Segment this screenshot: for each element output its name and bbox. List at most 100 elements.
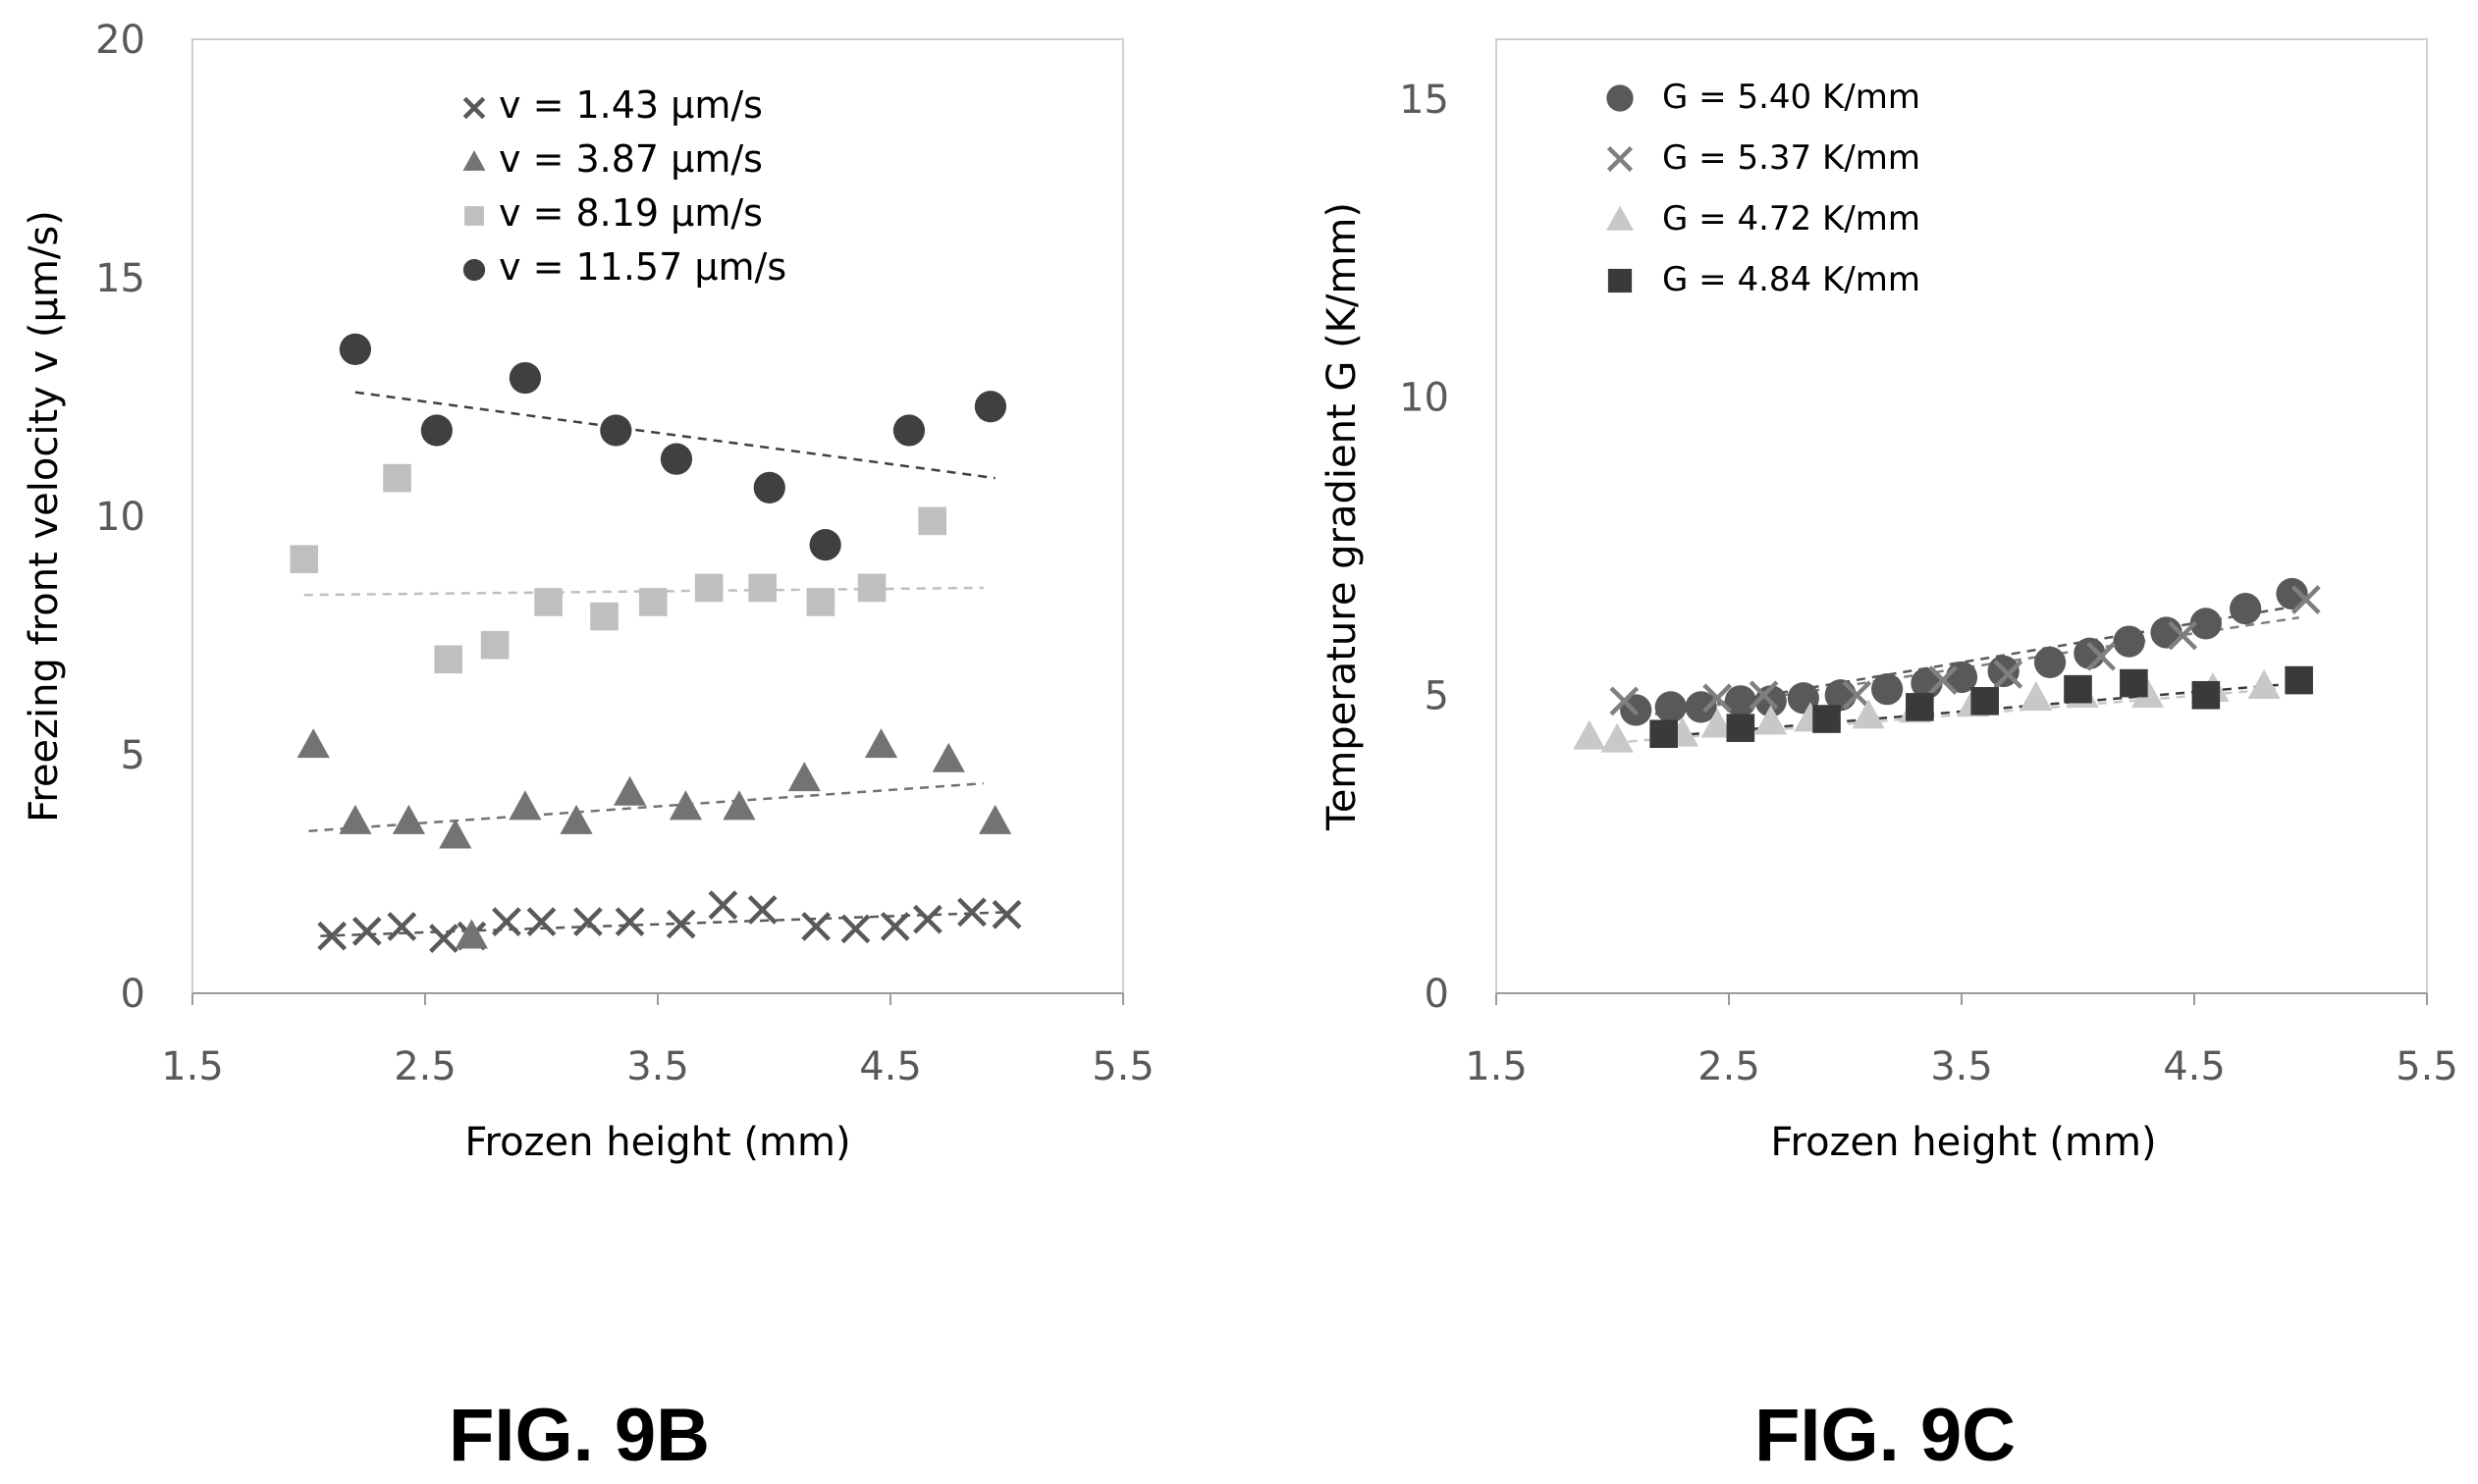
data-point-g-4-72-k-mm — [1700, 708, 1734, 738]
data-point-v-8-19-m-s — [383, 463, 411, 493]
data-point-v-3-87-m-s — [339, 804, 372, 834]
data-point-v-1-43-m-s — [801, 912, 832, 941]
data-point-g-5-37-k-mm — [2086, 641, 2117, 671]
y-tick-label: 15 — [95, 256, 145, 301]
data-point-v-1-43-m-s — [387, 912, 417, 941]
data-point-v-3-87-m-s — [509, 790, 542, 821]
x-tick-label: 2.5 — [394, 1044, 457, 1089]
x-tick-label: 4.5 — [859, 1044, 922, 1089]
x-axis-label: Frozen height (mm) — [464, 1120, 850, 1165]
data-point-g-4-84-k-mm — [2120, 668, 2148, 698]
data-points — [1573, 577, 2321, 753]
data-point-g-5-37-k-mm — [1993, 660, 2023, 689]
x-tick-label: 4.5 — [2163, 1044, 2226, 1089]
data-point-g-4-72-k-mm — [1754, 705, 1788, 735]
data-point-v-1-43-m-s — [492, 907, 521, 936]
y-axis-label: Temperature gradient G (K/mm) — [1320, 202, 1365, 831]
data-point-g-5-40-k-mm — [1871, 673, 1904, 706]
data-point-g-4-72-k-mm — [1852, 699, 1885, 729]
data-point-v-3-87-m-s — [560, 804, 593, 834]
legend: v = 1.43 μm/s v = 3.87 μm/s v = 8.19 μm/s v… — [462, 83, 786, 289]
data-point-v-3-87-m-s — [455, 919, 488, 949]
data-point-v-8-19-m-s — [857, 573, 887, 603]
legend-marker-v-3-87-m-s — [462, 150, 486, 171]
data-point-v-3-87-m-s — [296, 728, 330, 759]
data-point-g-5-40-k-mm — [1654, 691, 1687, 723]
x-tick-label: 3.5 — [1930, 1044, 1993, 1089]
data-point-v-11-57-m-s — [753, 471, 785, 504]
data-point-v-3-87-m-s — [979, 804, 1012, 834]
data-point-v-1-43-m-s — [317, 921, 348, 951]
x-tick-label: 3.5 — [626, 1044, 689, 1089]
data-point-g-5-40-k-mm — [2230, 593, 2262, 625]
trendline-v-3-87-m-s — [308, 781, 984, 833]
data-point-g-5-40-k-mm — [2113, 625, 2145, 658]
data-point-v-1-43-m-s — [957, 897, 987, 928]
plot-area-border — [191, 38, 1124, 994]
data-points — [290, 333, 1022, 953]
legend-marker-v-11-57-m-s — [462, 258, 486, 282]
data-point-v-3-87-m-s — [439, 819, 472, 849]
data-point-g-5-40-k-mm — [2276, 577, 2308, 610]
y-axis-ticks: 0 5 10 15 20 — [95, 18, 145, 1017]
data-point-g-5-37-k-mm — [2290, 585, 2321, 614]
data-point-v-1-43-m-s — [840, 914, 871, 944]
data-point-g-4-84-k-mm — [2064, 674, 2092, 704]
plot-area-border — [1495, 38, 2428, 994]
legend-entry-v-3-87-m-s: v = 3.87 μm/s — [499, 137, 763, 181]
data-point-v-3-87-m-s — [864, 728, 898, 759]
data-point-v-3-87-m-s — [787, 762, 821, 792]
legend-entry-v-1-43-m-s: v = 1.43 μm/s — [499, 83, 763, 127]
legend-entry-v-8-19-m-s: v = 8.19 μm/s — [499, 191, 763, 235]
y-tick-label: 5 — [121, 733, 145, 778]
x-tick-label: 5.5 — [1092, 1044, 1155, 1089]
data-point-v-11-57-m-s — [974, 391, 1007, 423]
x-tick-label: 2.5 — [1697, 1044, 1760, 1089]
data-point-v-1-43-m-s — [747, 895, 778, 925]
data-point-v-8-19-m-s — [806, 588, 835, 616]
legend-marker-g-5-40-k-mm — [1606, 84, 1634, 112]
data-point-g-5-37-k-mm — [1702, 683, 1733, 714]
data-point-g-4-84-k-mm — [2285, 665, 2313, 695]
data-point-v-8-19-m-s — [290, 545, 319, 574]
data-point-v-8-19-m-s — [694, 573, 724, 603]
y-tick-label: 15 — [1399, 78, 1449, 123]
data-point-v-8-19-m-s — [480, 630, 510, 660]
x-axis-ticks: 1.5 2.5 3.5 4.5 5.5 — [161, 993, 1155, 1089]
data-point-g-4-84-k-mm — [1726, 714, 1755, 742]
legend-marker-g-5-37-k-mm — [1606, 145, 1634, 173]
data-point-v-1-43-m-s — [526, 907, 557, 936]
legend-entry-v-11-57-m-s: v = 11.57 μm/s — [499, 245, 786, 289]
data-point-v-1-43-m-s — [992, 899, 1022, 929]
y-tick-label: 10 — [1399, 376, 1449, 421]
data-point-v-1-43-m-s — [615, 907, 645, 936]
y-tick-label: 0 — [1425, 972, 1449, 1017]
data-point-v-3-87-m-s — [932, 742, 965, 772]
data-point-v-1-43-m-s — [573, 907, 603, 936]
data-point-v-1-43-m-s — [913, 904, 943, 934]
data-point-g-5-40-k-mm — [1685, 691, 1717, 723]
legend-entry-g-4-72-k-mm: G = 4.72 K/mm — [1662, 199, 1920, 238]
data-point-v-3-87-m-s — [669, 790, 703, 821]
x-tick-label: 1.5 — [161, 1044, 224, 1089]
data-point-g-5-37-k-mm — [1609, 686, 1640, 716]
data-point-v-8-19-m-s — [534, 588, 563, 616]
data-point-g-5-37-k-mm — [2168, 620, 2198, 651]
data-point-v-3-87-m-s — [723, 790, 756, 821]
data-point-v-11-57-m-s — [809, 529, 841, 561]
data-point-v-11-57-m-s — [509, 361, 542, 395]
legend-marker-v-8-19-m-s — [464, 206, 484, 226]
legend-marker-g-4-72-k-mm — [1605, 205, 1635, 231]
y-tick-label: 20 — [95, 18, 145, 63]
data-point-g-4-84-k-mm — [1906, 693, 1934, 721]
y-tick-label: 5 — [1425, 673, 1449, 718]
x-tick-label: 5.5 — [2396, 1044, 2458, 1089]
data-point-v-11-57-m-s — [600, 414, 632, 447]
figure-caption-9b: FIG. 9B — [449, 1394, 710, 1477]
x-tick-label: 1.5 — [1465, 1044, 1528, 1089]
data-point-v-8-19-m-s — [748, 573, 777, 603]
legend: G = 5.40 K/mm G = 5.37 K/mm G = 4.72 K/mm G… — [1605, 78, 1920, 299]
data-point-v-3-87-m-s — [613, 775, 647, 806]
data-point-v-11-57-m-s — [420, 414, 453, 447]
